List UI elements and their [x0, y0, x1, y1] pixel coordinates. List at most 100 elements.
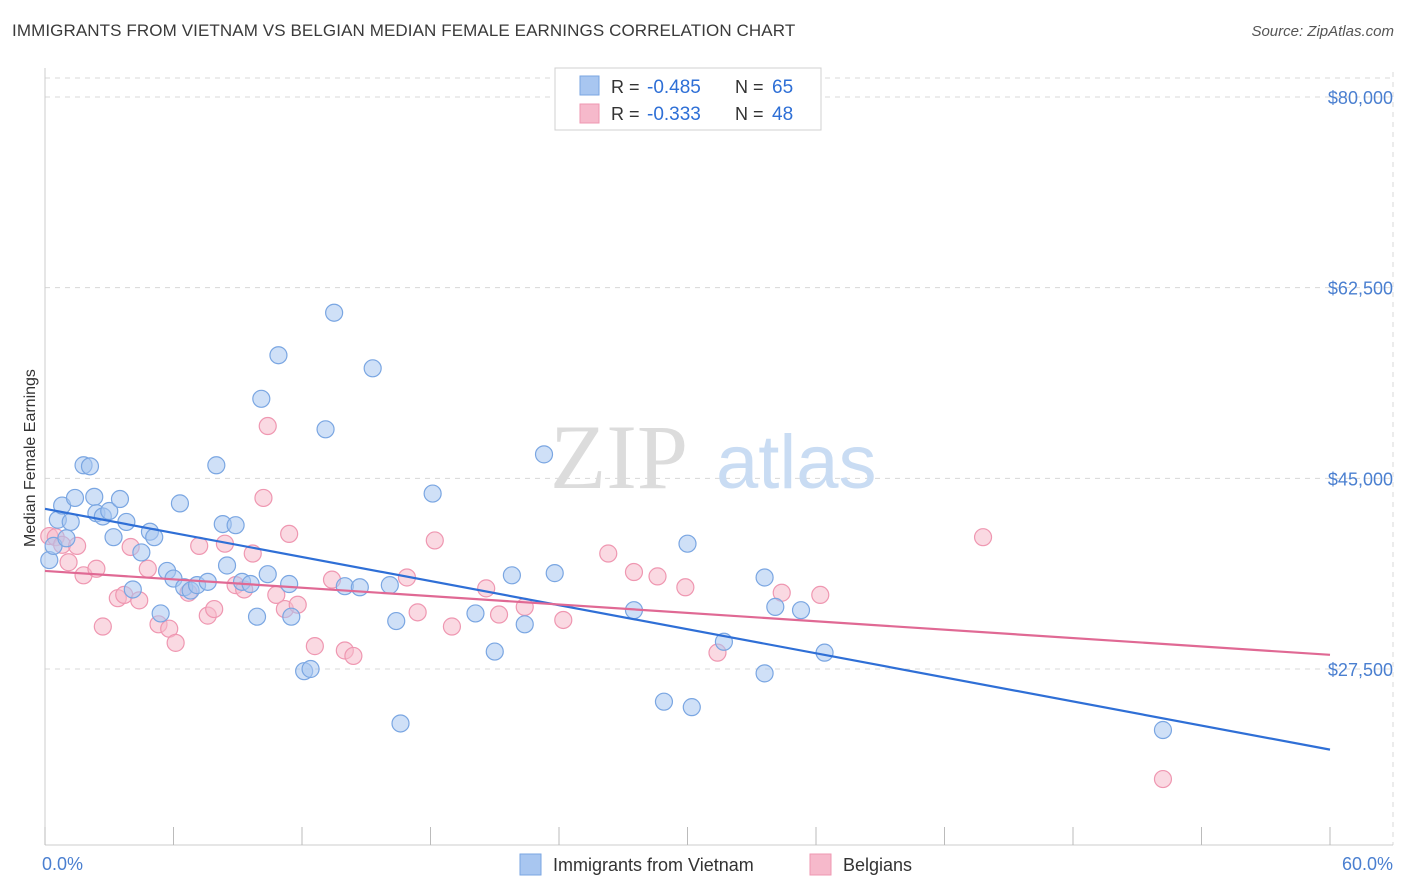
vietnam-point [466, 604, 485, 623]
legend-bottom-label-vietnam: Immigrants from Vietnam [553, 855, 754, 875]
vietnam-point [534, 445, 554, 464]
belgians-point [554, 610, 573, 630]
vietnam-point [766, 597, 785, 616]
vietnam-point [226, 516, 245, 535]
vietnam-trend-line [44, 507, 1331, 751]
x-tick-label-max: 60.0% [1342, 854, 1393, 874]
legend-r-label-2: R = [611, 104, 640, 124]
legend-n-value-1: 65 [772, 77, 793, 98]
vietnam-point [515, 615, 534, 634]
vietnam-point [207, 456, 226, 475]
vietnam-point [280, 574, 299, 594]
belgians-point [425, 531, 444, 550]
y-tick-label: $27,500 [1328, 660, 1393, 680]
legend-n-label-1: N = [735, 77, 764, 97]
vietnam-point [350, 578, 369, 597]
belgians-point [408, 603, 427, 622]
belgians-point [344, 646, 363, 666]
belgians-point [599, 544, 618, 563]
vietnam-point [65, 488, 85, 508]
vietnam-point [502, 566, 521, 585]
legend-r-value-2: -0.333 [647, 104, 701, 125]
belgians-point [1153, 769, 1173, 789]
y-tick-label: $62,500 [1328, 279, 1393, 299]
vietnam-point [100, 501, 119, 521]
vietnam-point [57, 529, 76, 548]
vietnam-point [325, 303, 344, 322]
vietnam-point [301, 659, 320, 679]
vietnam-point [316, 420, 335, 439]
vietnam-point [132, 543, 151, 562]
belgians-point [59, 553, 78, 572]
belgians-point [205, 599, 224, 619]
vietnam-point [380, 576, 399, 595]
vietnam-point [335, 577, 354, 596]
vietnam-point [545, 564, 564, 583]
legend-r-value-1: -0.485 [647, 77, 701, 98]
vietnam-point [1153, 720, 1173, 740]
vietnam-point [815, 643, 834, 662]
belgians-point [973, 528, 993, 547]
vietnam-point [282, 607, 301, 626]
vietnam-point [682, 698, 701, 717]
gridlines [45, 72, 1394, 845]
vietnam-point [110, 489, 130, 509]
belgians-point [280, 524, 299, 543]
vietnam-point [391, 714, 410, 733]
source-label: Source: ZipAtlas.com [1251, 23, 1394, 40]
vietnam-point [654, 692, 674, 711]
legend-bottom-label-belgians: Belgians [843, 855, 912, 875]
chart-title: IMMIGRANTS FROM VIETNAM VS BELGIAN MEDIA… [12, 21, 796, 40]
legend-n-value-2: 48 [772, 104, 793, 125]
vietnam-point [247, 607, 267, 626]
vietnam-point [61, 512, 80, 532]
vietnam-point [151, 604, 170, 623]
watermark-atlas: atlas [716, 420, 877, 505]
legend-bottom-swatch-blue [519, 853, 542, 876]
belgians-point [489, 605, 509, 624]
belgians-point [166, 633, 185, 652]
watermark-zip: ZIP [550, 406, 688, 508]
vietnam-point [791, 601, 811, 620]
vietnam-point [170, 494, 190, 513]
legend-bottom-swatch-pink [809, 853, 832, 876]
belgians-point [477, 579, 496, 598]
belgians-point [624, 562, 644, 582]
axes [44, 68, 1393, 846]
y-tick-label: $80,000 [1328, 88, 1393, 108]
y-axis-label: Median Female Earnings [22, 369, 39, 547]
legend-swatch-blue [579, 75, 600, 96]
series-vietnam-points [40, 303, 1173, 740]
vietnam-point [755, 568, 774, 587]
vietnam-point [363, 359, 382, 378]
belgians-point [811, 585, 830, 605]
belgians-point [93, 617, 112, 636]
trend-lines [44, 507, 1331, 751]
legend-r-label-1: R = [611, 77, 640, 97]
x-tick-labels: 0.0% 60.0% [42, 854, 1393, 874]
vietnam-point [258, 565, 277, 584]
vietnam-point [485, 642, 504, 661]
vietnam-point [104, 528, 123, 547]
belgians-point [648, 567, 667, 586]
vietnam-point [755, 664, 774, 683]
vietnam-point [80, 457, 100, 476]
vietnam-point [85, 487, 104, 506]
y-tick-label: $45,000 [1328, 469, 1393, 489]
vietnam-point [387, 611, 406, 631]
belgians-point [305, 637, 324, 656]
vietnam-point [269, 346, 288, 365]
legend-bottom: Immigrants from Vietnam Belgians [519, 853, 912, 876]
y-tick-labels: $27,500 $45,000 $62,500 $80,000 [1328, 88, 1393, 680]
belgians-trend-line [44, 569, 1331, 656]
vietnam-point [423, 484, 442, 503]
vietnam-point [123, 580, 142, 599]
belgians-point [258, 416, 277, 436]
belgians-point [138, 559, 157, 578]
vietnam-point [252, 389, 271, 408]
legend-n-label-2: N = [735, 104, 764, 124]
x-tick-label-min: 0.0% [42, 854, 83, 874]
belgians-point [442, 617, 462, 636]
belgians-point [676, 578, 695, 597]
